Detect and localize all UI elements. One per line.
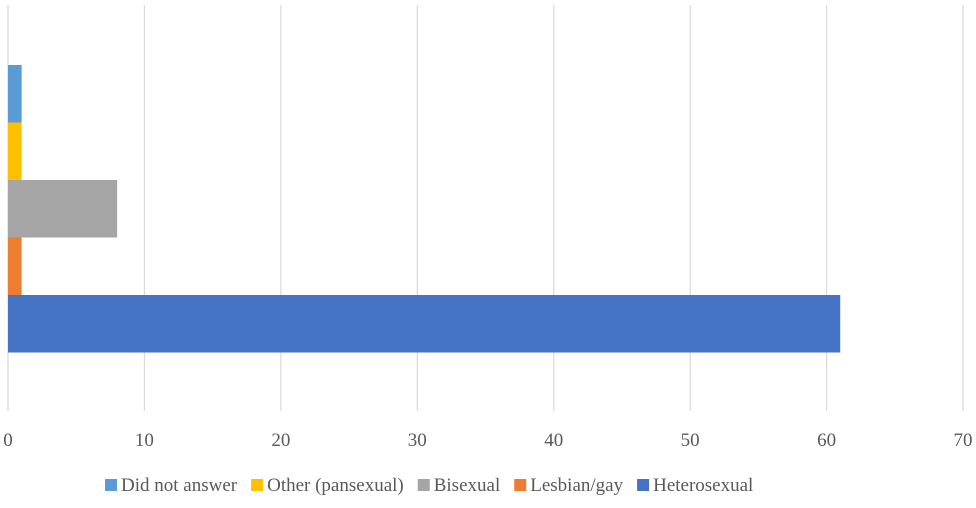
x-tick-label: 0 — [3, 430, 13, 451]
bar-other-pansexual — [8, 122, 22, 180]
legend-label: Bisexual — [434, 475, 501, 496]
x-tick-label: 70 — [954, 430, 973, 451]
x-tick-label: 20 — [271, 430, 290, 451]
x-tick-label: 30 — [408, 430, 427, 451]
legend-label: Did not answer — [121, 475, 238, 496]
legend-swatch — [105, 479, 117, 491]
legend-label: Heterosexual — [653, 475, 753, 496]
bar-heterosexual — [8, 295, 841, 353]
x-tick-label: 60 — [817, 430, 836, 451]
legend-swatch — [251, 479, 264, 491]
bar-did-not-answer — [8, 65, 22, 123]
bar-bisexual — [8, 180, 118, 238]
x-tick-label: 40 — [544, 430, 563, 451]
x-tick-label: 50 — [681, 430, 700, 451]
x-tick-label: 10 — [135, 430, 154, 451]
legend-swatch — [417, 479, 430, 491]
legend-swatch — [514, 479, 527, 491]
legend-label: Lesbian/gay — [530, 475, 623, 496]
bar-lesbian-gay — [8, 237, 22, 295]
legend-swatch — [637, 479, 650, 491]
legend-label: Other (pansexual) — [267, 475, 404, 496]
